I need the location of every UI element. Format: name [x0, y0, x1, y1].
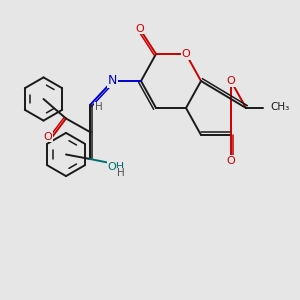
- Text: H: H: [117, 168, 125, 178]
- Text: O: O: [44, 131, 52, 142]
- Text: H: H: [94, 102, 102, 112]
- Text: O: O: [226, 155, 236, 166]
- Text: CH₃: CH₃: [270, 101, 289, 112]
- Text: O: O: [226, 76, 236, 86]
- Text: N: N: [108, 74, 117, 88]
- Text: OH: OH: [107, 161, 125, 172]
- Text: O: O: [135, 23, 144, 34]
- Text: O: O: [182, 49, 190, 59]
